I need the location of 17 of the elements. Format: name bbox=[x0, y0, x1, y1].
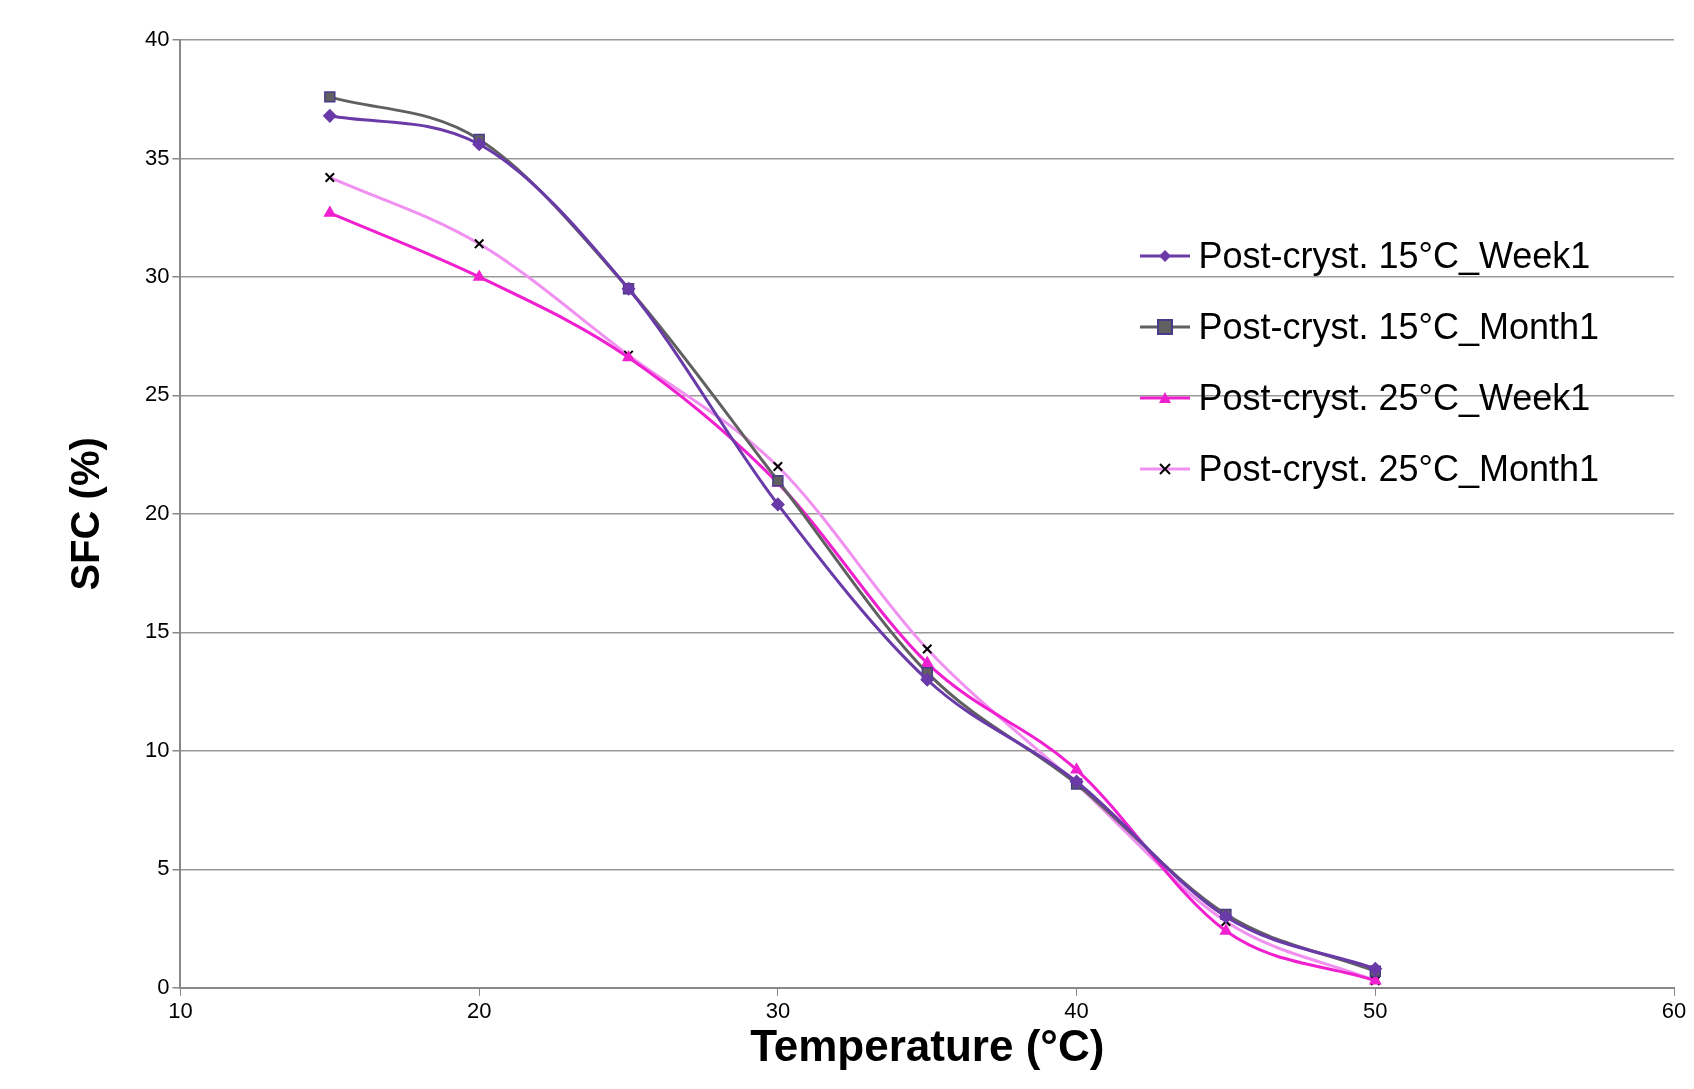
legend-label: Post-cryst. 15°C_Month1 bbox=[1198, 305, 1599, 348]
y-tick-label: 20 bbox=[144, 499, 170, 525]
x-tick-label: 20 bbox=[466, 998, 492, 1024]
legend-label: Post-cryst. 25°C_Week1 bbox=[1198, 376, 1591, 419]
y-tick-label: 10 bbox=[144, 736, 170, 762]
y-tick-label: 30 bbox=[144, 263, 170, 289]
y-tick-label: 35 bbox=[144, 144, 170, 170]
legend-label: Post-cryst. 25°C_Month1 bbox=[1198, 447, 1599, 490]
y-tick-label: 40 bbox=[144, 26, 170, 52]
x-tick-label: 50 bbox=[1363, 998, 1388, 1024]
y-tick-label: 5 bbox=[157, 855, 170, 881]
y-tick-label: 0 bbox=[157, 973, 170, 999]
y-tick-label: 15 bbox=[144, 618, 170, 644]
y-axis-title: SFC (%) bbox=[63, 437, 108, 591]
x-tick-label: 60 bbox=[1661, 998, 1687, 1024]
legend-label: Post-cryst. 15°C_Week1 bbox=[1198, 234, 1591, 277]
y-tick-label: 25 bbox=[144, 381, 170, 407]
